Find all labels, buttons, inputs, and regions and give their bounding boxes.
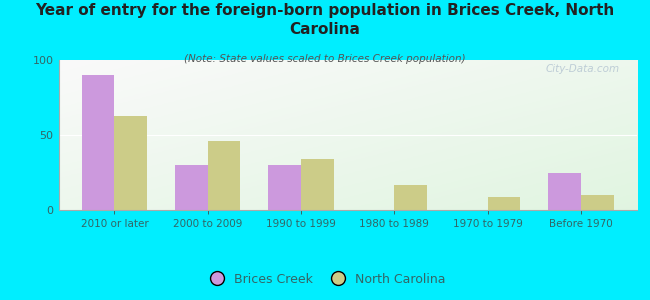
Bar xyxy=(488,196,521,210)
Text: Year of entry for the foreign-born population in Brices Creek, North
Carolina: Year of entry for the foreign-born popul… xyxy=(35,3,615,37)
Text: (Note: State values scaled to Brices Creek population): (Note: State values scaled to Brices Cre… xyxy=(184,54,466,64)
Legend: Brices Creek, North Carolina: Brices Creek, North Carolina xyxy=(199,268,451,291)
Bar xyxy=(301,159,333,210)
Bar xyxy=(114,116,147,210)
Bar xyxy=(268,165,301,210)
Bar xyxy=(581,195,614,210)
Bar xyxy=(82,75,114,210)
Bar xyxy=(175,165,208,210)
Bar xyxy=(549,172,581,210)
Bar xyxy=(395,184,427,210)
Text: City-Data.com: City-Data.com xyxy=(545,64,619,74)
Bar xyxy=(208,141,240,210)
